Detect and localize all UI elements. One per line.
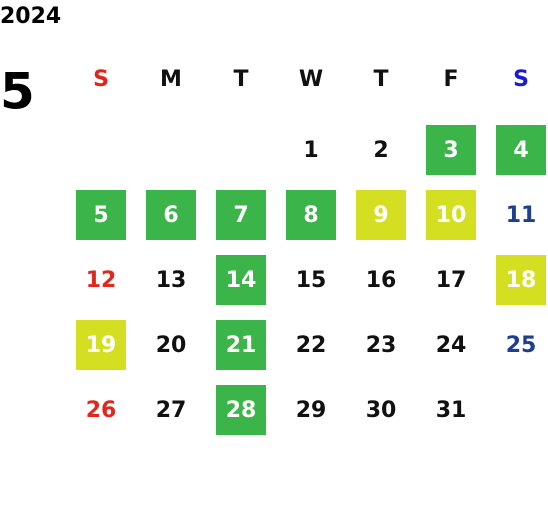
day-number: 10 bbox=[436, 203, 467, 228]
day-highlight bbox=[216, 385, 266, 435]
day-number: 12 bbox=[86, 268, 117, 293]
day-number: 25 bbox=[506, 333, 537, 358]
day-number: 3 bbox=[443, 138, 458, 163]
day-number: 17 bbox=[436, 268, 467, 293]
day-highlight bbox=[496, 125, 546, 175]
day-highlight bbox=[356, 190, 406, 240]
weekday-label: S bbox=[93, 67, 109, 92]
day-number: 14 bbox=[226, 268, 257, 293]
day-highlight bbox=[216, 190, 266, 240]
day-highlight bbox=[286, 190, 336, 240]
day-highlight bbox=[76, 190, 126, 240]
day-number: 2 bbox=[373, 138, 388, 163]
year: 2024 bbox=[0, 4, 61, 29]
day-number: 18 bbox=[506, 268, 537, 293]
day-highlight bbox=[146, 190, 196, 240]
day-number: 1 bbox=[303, 138, 318, 163]
weekday-label: W bbox=[299, 67, 323, 92]
day-number: 29 bbox=[296, 398, 327, 423]
day-number: 15 bbox=[296, 268, 327, 293]
day-highlight bbox=[216, 255, 266, 305]
weekday-label: M bbox=[160, 67, 182, 92]
day-number: 22 bbox=[296, 333, 327, 358]
day-number: 30 bbox=[366, 398, 397, 423]
day-number: 26 bbox=[86, 398, 117, 423]
day-number: 21 bbox=[226, 333, 257, 358]
weekday-label: S bbox=[513, 67, 529, 92]
day-highlight bbox=[76, 320, 126, 370]
day-number: 8 bbox=[303, 203, 318, 228]
day-number: 5 bbox=[93, 203, 108, 228]
day-number: 19 bbox=[86, 333, 117, 358]
day-number: 7 bbox=[233, 203, 248, 228]
day-number: 27 bbox=[156, 398, 187, 423]
day-highlight bbox=[426, 125, 476, 175]
day-number: 6 bbox=[163, 203, 178, 228]
day-highlight bbox=[426, 190, 476, 240]
day-number: 23 bbox=[366, 333, 397, 358]
day-number: 24 bbox=[436, 333, 467, 358]
day-number: 16 bbox=[366, 268, 397, 293]
day-number: 9 bbox=[373, 203, 388, 228]
day-highlight bbox=[216, 320, 266, 370]
weekday-label: F bbox=[443, 67, 458, 92]
day-number: 4 bbox=[513, 138, 528, 163]
day-number: 28 bbox=[226, 398, 257, 423]
day-number: 20 bbox=[156, 333, 187, 358]
day-highlight bbox=[496, 255, 546, 305]
day-number: 13 bbox=[156, 268, 187, 293]
weekday-label: T bbox=[233, 67, 248, 92]
month: 5 bbox=[0, 63, 35, 121]
day-number: 11 bbox=[506, 203, 537, 228]
weekday-label: T bbox=[373, 67, 388, 92]
day-number: 31 bbox=[436, 398, 467, 423]
